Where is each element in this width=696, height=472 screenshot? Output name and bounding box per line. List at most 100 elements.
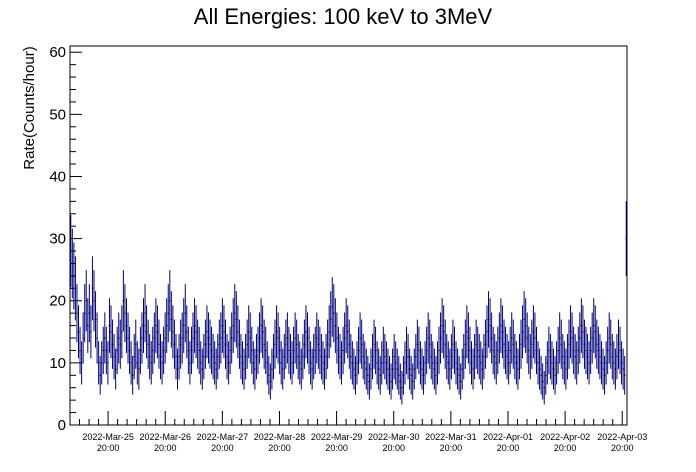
data-point xyxy=(246,319,248,369)
x-tick-label-date: 2022-Mar-29 xyxy=(311,432,363,442)
data-point xyxy=(614,348,617,390)
data-point xyxy=(605,341,607,385)
data-point xyxy=(585,326,587,375)
data-point xyxy=(503,319,505,369)
data-point xyxy=(517,348,519,390)
x-tick-label-time: 20:00 xyxy=(154,443,177,453)
data-point xyxy=(353,348,355,390)
data-point xyxy=(350,333,352,380)
data-point xyxy=(329,291,332,348)
data-point xyxy=(433,348,436,390)
data-point xyxy=(441,298,443,353)
data-point xyxy=(277,312,279,364)
data-point xyxy=(418,326,420,375)
data-point xyxy=(579,312,581,364)
data-point xyxy=(114,348,117,390)
data-point xyxy=(415,333,417,380)
data-point xyxy=(286,312,289,364)
data-point xyxy=(298,341,301,385)
data-point xyxy=(181,312,183,364)
data-point xyxy=(492,326,494,375)
data-point xyxy=(110,305,112,359)
data-point xyxy=(97,341,100,385)
data-point xyxy=(260,298,262,353)
data-point xyxy=(346,305,349,359)
data-point xyxy=(328,305,330,359)
y-tick-label: 50 xyxy=(49,106,66,123)
data-point xyxy=(478,333,481,380)
data-point xyxy=(179,319,182,369)
data-point xyxy=(456,348,459,390)
data-point xyxy=(288,326,290,375)
data-point xyxy=(317,319,320,369)
y-tick-label: 60 xyxy=(49,44,66,61)
data-point xyxy=(507,341,510,385)
data-point xyxy=(77,305,80,359)
data-point xyxy=(416,319,419,369)
x-tick-label-date: 2022-Mar-26 xyxy=(139,432,191,442)
data-point xyxy=(558,312,561,364)
data-point xyxy=(309,341,312,385)
data-point xyxy=(221,298,224,353)
data-point xyxy=(391,348,394,390)
data-point xyxy=(213,341,216,385)
data-point xyxy=(410,355,412,395)
x-tick-label-time: 20:00 xyxy=(97,443,120,453)
data-point xyxy=(537,341,539,385)
data-point xyxy=(272,333,275,380)
data-point xyxy=(504,326,507,375)
data-point xyxy=(82,312,84,364)
data-point xyxy=(401,370,403,405)
data-point xyxy=(320,333,323,380)
data-point xyxy=(172,305,174,359)
data-point xyxy=(234,284,236,343)
data-point xyxy=(388,355,391,395)
y-tick-label: 30 xyxy=(49,231,66,248)
data-point xyxy=(125,298,128,353)
data-point xyxy=(540,355,542,395)
data-point xyxy=(274,319,276,369)
data-point xyxy=(574,333,576,380)
data-point xyxy=(139,326,142,375)
data-point xyxy=(356,341,358,385)
data-point xyxy=(586,333,589,380)
data-point xyxy=(413,348,416,390)
plot-area-border xyxy=(69,45,628,426)
data-point xyxy=(565,348,567,390)
data-point xyxy=(606,326,609,375)
data-point xyxy=(566,333,569,380)
data-point xyxy=(230,312,233,364)
data-point xyxy=(170,291,173,348)
data-point xyxy=(108,298,111,353)
data-point xyxy=(152,326,154,375)
data-point xyxy=(342,326,344,375)
data-point xyxy=(147,319,149,369)
data-point xyxy=(469,326,471,375)
data-point xyxy=(280,341,282,385)
data-point xyxy=(490,312,493,364)
data-point xyxy=(616,333,618,380)
data-point xyxy=(432,341,434,385)
data-point xyxy=(534,312,536,364)
data-point xyxy=(294,312,296,364)
data-point xyxy=(85,270,88,332)
x-tick-label-date: 2022-Mar-25 xyxy=(82,432,134,442)
data-point xyxy=(484,319,487,369)
data-point xyxy=(384,333,386,380)
chart-title: All Energies: 100 keV to 3MeV xyxy=(194,4,493,29)
data-point xyxy=(128,326,131,375)
data-point xyxy=(436,341,439,385)
data-point xyxy=(447,341,450,385)
data-point xyxy=(292,326,295,375)
x-tick-label-time: 20:00 xyxy=(211,443,234,453)
data-point xyxy=(377,348,380,390)
data-point xyxy=(264,326,267,375)
data-point xyxy=(74,256,77,321)
data-point xyxy=(155,298,157,353)
data-point xyxy=(91,256,94,321)
data-point xyxy=(594,305,597,359)
data-point xyxy=(237,305,239,359)
data-point xyxy=(182,298,185,353)
data-point xyxy=(303,319,306,369)
